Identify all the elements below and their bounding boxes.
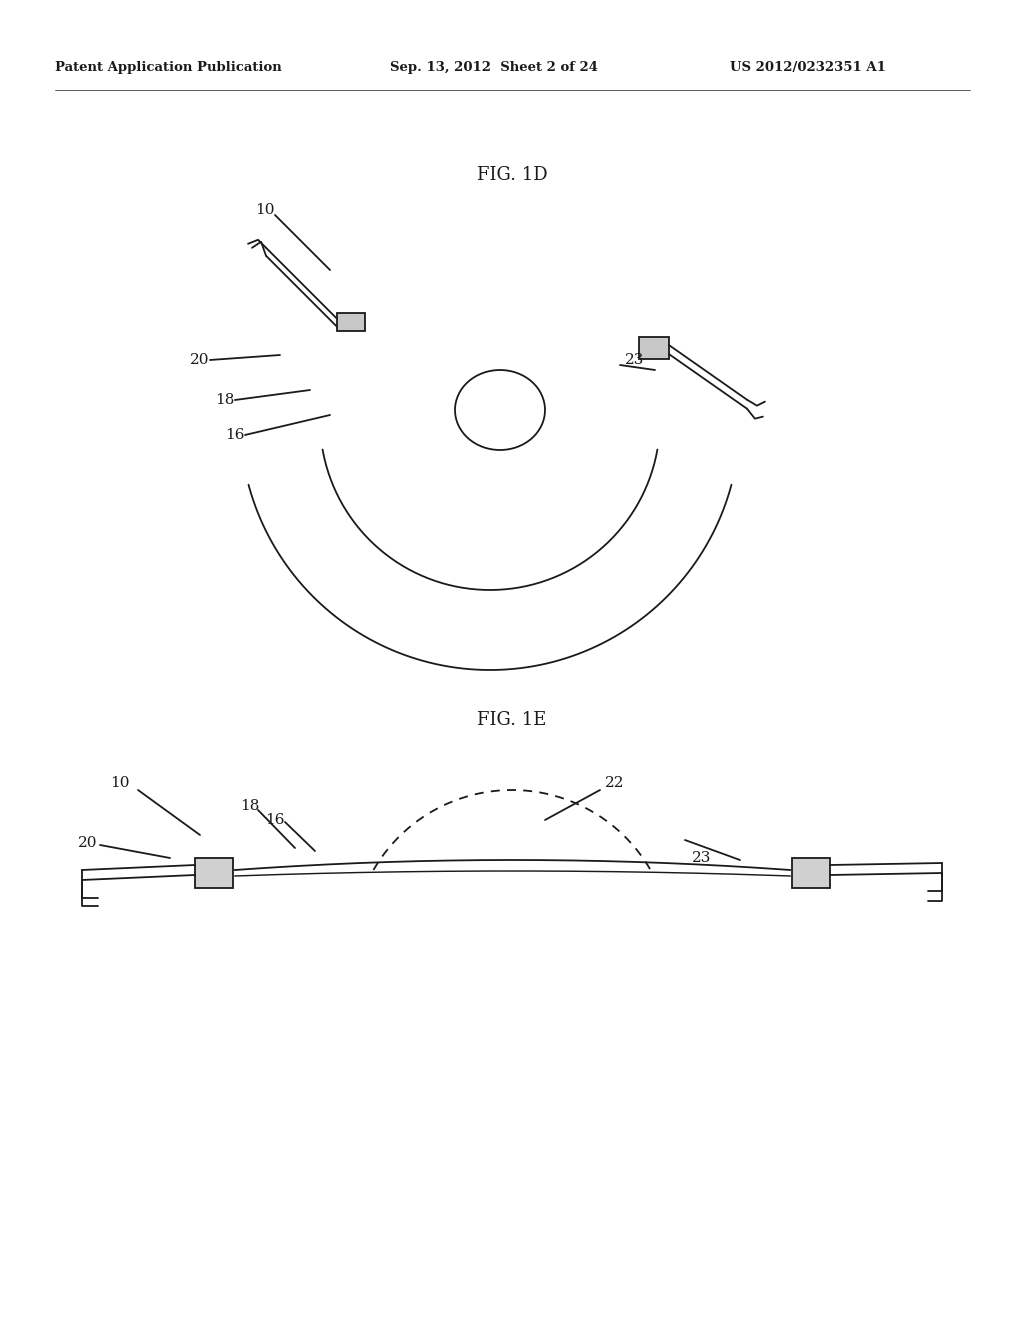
Bar	[337, 313, 365, 331]
Bar	[792, 858, 830, 888]
Text: FIG. 1E: FIG. 1E	[477, 711, 547, 729]
Text: 20: 20	[190, 352, 210, 367]
Text: 16: 16	[265, 813, 285, 828]
Text: Sep. 13, 2012  Sheet 2 of 24: Sep. 13, 2012 Sheet 2 of 24	[390, 62, 598, 74]
Text: 20: 20	[78, 836, 97, 850]
Text: Patent Application Publication: Patent Application Publication	[55, 62, 282, 74]
Text: 22: 22	[605, 776, 625, 789]
Text: 23: 23	[625, 352, 644, 367]
Text: 10: 10	[255, 203, 274, 216]
Text: 23: 23	[692, 851, 712, 865]
Text: US 2012/0232351 A1: US 2012/0232351 A1	[730, 62, 886, 74]
Text: FIG. 1D: FIG. 1D	[477, 166, 547, 183]
Text: 16: 16	[225, 428, 245, 442]
Text: 10: 10	[110, 776, 129, 789]
Text: 18: 18	[215, 393, 234, 407]
Bar	[639, 337, 669, 359]
Bar	[195, 858, 233, 888]
Text: 18: 18	[240, 799, 259, 813]
